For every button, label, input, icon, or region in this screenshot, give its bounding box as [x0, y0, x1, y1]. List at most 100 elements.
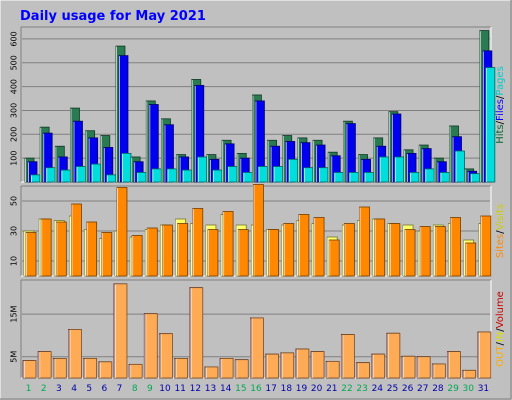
- bar-out-day-10: [160, 333, 173, 379]
- bar-pages-day-14: [227, 166, 238, 183]
- y-tick-label: 50: [10, 196, 19, 206]
- bar-sites-day-28: [434, 226, 446, 277]
- panel-legend: Sites/Visits: [495, 204, 506, 258]
- y-tick-label: 5M: [10, 351, 19, 363]
- x-tick-label-day-27: 27: [417, 384, 428, 394]
- bar-out-day-26: [402, 355, 416, 379]
- bar-pages-day-7: [121, 152, 132, 183]
- bar-out-day-22: [341, 334, 355, 379]
- bar-out-day-27: [417, 356, 431, 379]
- x-tick-label-day-10: 10: [159, 384, 171, 394]
- bar-pages-day-6: [106, 174, 117, 183]
- bar-sites-day-9: [146, 227, 158, 277]
- bar-pages-day-22: [348, 172, 359, 183]
- x-tick-label-day-26: 26: [402, 384, 414, 394]
- panel-legend: OUT/IN/Volume: [495, 291, 506, 367]
- x-tick-label-day-8: 8: [132, 384, 138, 394]
- bar-pages-day-16: [258, 166, 268, 183]
- bar-out-day-18: [281, 352, 295, 379]
- bar-pages-day-4: [76, 166, 86, 183]
- y-tick-label: 600: [10, 31, 19, 46]
- x-tick-label-day-18: 18: [281, 384, 293, 394]
- bar-out-day-28: [432, 363, 446, 379]
- bar-out-day-4: [69, 329, 82, 379]
- x-tick-label-day-6: 6: [102, 384, 108, 394]
- bar-sites-day-16: [253, 184, 264, 277]
- x-tick-label-day-23: 23: [356, 384, 367, 394]
- y-tick-label: 100: [10, 151, 19, 166]
- bar-sites-day-23: [359, 206, 370, 277]
- x-tick-label-day-29: 29: [447, 384, 459, 394]
- x-tick-label-day-28: 28: [432, 384, 444, 394]
- bar-sites-day-7: [116, 187, 128, 277]
- bar-pages-day-28: [439, 172, 450, 183]
- bar-sites-day-20: [313, 217, 325, 277]
- bar-pages-day-30: [470, 173, 481, 183]
- bar-pages-day-9: [151, 168, 162, 183]
- bar-sites-day-21: [328, 239, 340, 277]
- bar-out-day-7: [114, 283, 128, 379]
- y-tick-label: 30: [10, 226, 19, 236]
- chart-panels: 100200300400500600Hits/Files/Pages103050…: [10, 26, 506, 379]
- bar-pages-day-10: [167, 168, 177, 183]
- legend-separator: /: [495, 328, 506, 332]
- bar-pages-day-11: [182, 169, 193, 183]
- x-tick-label-day-17: 17: [265, 384, 276, 394]
- bar-sites-day-4: [71, 203, 82, 277]
- bar-sites-day-6: [101, 232, 113, 277]
- bar-pages-day-3: [60, 169, 71, 183]
- y-tick-label: 200: [10, 127, 19, 142]
- bar-pages-day-17: [273, 166, 283, 183]
- bar-out-day-6: [99, 361, 113, 379]
- legend-sites: Sites: [495, 234, 506, 258]
- legend-volume: Volume: [495, 291, 506, 328]
- bar-out-day-19: [296, 348, 310, 379]
- x-tick-label-day-16: 16: [250, 384, 262, 394]
- x-tick-label-day-21: 21: [326, 384, 337, 394]
- x-tick-label-day-19: 19: [296, 384, 308, 394]
- x-tick-label-day-25: 25: [387, 384, 398, 394]
- bar-out-day-13: [205, 366, 219, 379]
- bar-pages-day-5: [91, 163, 102, 183]
- y-tick-label: 15M: [10, 305, 19, 322]
- legend-separator: /: [495, 230, 506, 234]
- bar-pages-day-31: [485, 67, 496, 183]
- bar-pages-day-26: [409, 172, 420, 183]
- bar-pages-day-2: [45, 167, 56, 183]
- bar-sites-day-8: [131, 235, 143, 277]
- bar-pages-day-21: [333, 172, 344, 183]
- bar-out-day-1: [23, 360, 37, 379]
- y-tick-label: 300: [10, 103, 19, 118]
- x-tick-label-day-13: 13: [205, 384, 216, 394]
- bar-sites-day-13: [207, 229, 219, 277]
- bar-out-day-15: [235, 359, 249, 379]
- bar-sites-day-26: [404, 229, 416, 277]
- bar-pages-day-24: [379, 156, 390, 183]
- chart-title: Daily usage for May 2021: [20, 9, 206, 24]
- bar-out-day-11: [175, 357, 189, 379]
- x-tick-label-day-12: 12: [190, 384, 201, 394]
- legend-separator: /: [495, 342, 506, 346]
- bar-pages-day-25: [394, 156, 405, 183]
- bar-pages-day-1: [30, 174, 41, 183]
- bar-sites-day-24: [374, 218, 386, 277]
- bar-sites-day-30: [465, 242, 477, 277]
- bar-out-day-24: [372, 353, 386, 379]
- legend-hits: Hits: [495, 124, 506, 143]
- x-tick-label-day-30: 30: [463, 384, 475, 394]
- x-tick-label-day-31: 31: [478, 384, 489, 394]
- bar-out-day-29: [448, 351, 461, 379]
- bar-out-day-14: [220, 357, 234, 379]
- bar-out-day-30: [463, 369, 477, 379]
- legend-in: IN: [495, 332, 506, 342]
- bar-out-day-25: [387, 332, 401, 379]
- legend-files: Files: [495, 99, 506, 121]
- bar-out-day-9: [144, 313, 158, 379]
- bar-sites-day-27: [419, 226, 431, 277]
- bar-out-day-5: [84, 357, 98, 379]
- legend-out: OUT: [495, 345, 506, 367]
- bar-out-day-20: [311, 351, 325, 379]
- bar-sites-day-29: [450, 217, 461, 277]
